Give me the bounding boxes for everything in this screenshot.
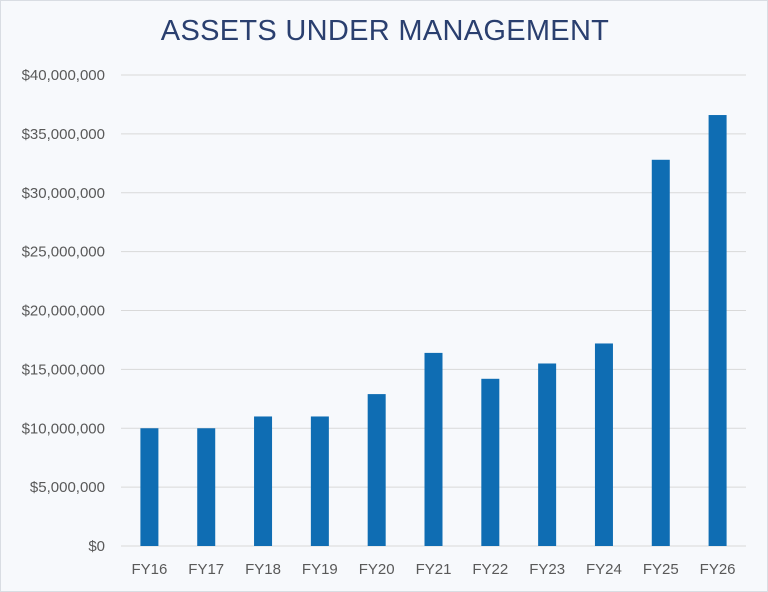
bar-fy23 (538, 363, 557, 546)
bar-fy17 (197, 428, 216, 546)
x-tick-label: FY16 (131, 561, 167, 578)
x-tick-label: FY22 (472, 561, 508, 578)
x-tick-label: FY21 (416, 561, 452, 578)
bar-fy22 (481, 378, 500, 546)
x-tick-label: FY23 (529, 561, 565, 578)
x-tick-label: FY25 (643, 561, 679, 578)
bar-fy16 (140, 428, 159, 546)
x-tick-label: FY19 (302, 561, 338, 578)
y-tick-label: $0 (88, 538, 105, 555)
bar-fy24 (594, 343, 613, 546)
y-tick-label: $5,000,000 (30, 479, 105, 496)
y-tick-label: $15,000,000 (22, 361, 105, 378)
bar-fy19 (310, 416, 329, 546)
y-tick-label: $20,000,000 (22, 303, 105, 320)
y-tick-label: $30,000,000 (22, 185, 105, 202)
x-tick-label: FY24 (586, 561, 622, 578)
x-tick-label: FY18 (245, 561, 281, 578)
y-tick-label: $25,000,000 (22, 244, 105, 261)
bar-fy21 (424, 352, 443, 546)
y-tick-label: $40,000,000 (22, 67, 105, 84)
chart-title: ASSETS UNDER MANAGEMENT (160, 15, 610, 47)
bar-fy26 (708, 115, 727, 546)
bar-fy25 (651, 159, 670, 546)
bar-fy20 (367, 394, 386, 546)
x-tick-label: FY17 (188, 561, 224, 578)
y-tick-label: $10,000,000 (22, 420, 105, 437)
x-tick-label: FY26 (700, 561, 736, 578)
bar-fy18 (254, 416, 273, 546)
x-tick-label: FY20 (359, 561, 395, 578)
y-tick-label: $35,000,000 (22, 126, 105, 143)
